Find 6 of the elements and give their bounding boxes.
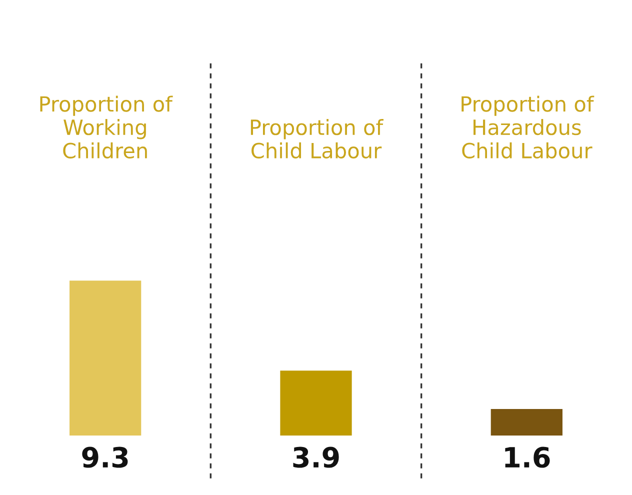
x-tick-label: Proportion of Child Labour — [250, 119, 384, 158]
data-label: 1.6 — [505, 446, 550, 468]
data-label: 3.9 — [293, 446, 339, 468]
x-tick-label: Proportion of Working Children — [40, 96, 173, 158]
x-tick-label: Proportion of Hazardous Child Labour — [462, 96, 594, 158]
data-label: 9.3 — [82, 446, 128, 468]
